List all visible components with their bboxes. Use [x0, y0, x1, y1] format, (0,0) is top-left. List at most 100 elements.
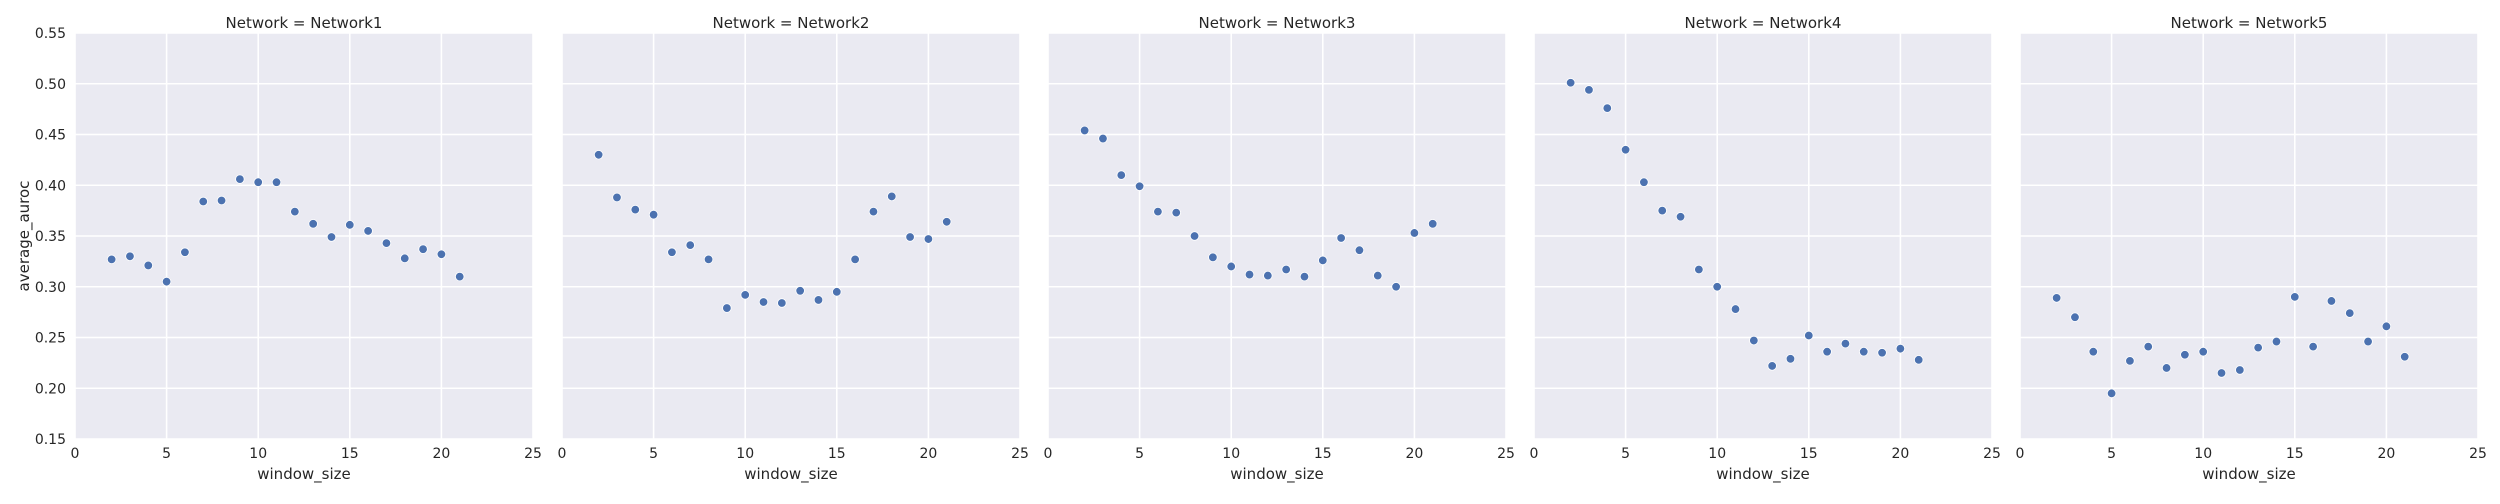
data-point: [271, 177, 282, 187]
data-point: [2216, 368, 2227, 378]
data-point: [1244, 269, 1255, 280]
x-tick-label: 15: [2286, 446, 2304, 462]
data-point: [1153, 206, 1163, 217]
data-point: [1895, 343, 1906, 354]
x-tick-label: 25: [1497, 446, 1515, 462]
data-point: [648, 209, 659, 220]
data-point: [1409, 228, 1420, 238]
data-point: [2326, 296, 2337, 306]
x-tick-label: 0: [1530, 446, 1539, 462]
data-point: [1804, 330, 1814, 341]
data-point: [1859, 347, 1869, 357]
x-tick-label: 15: [828, 446, 846, 462]
y-tick-label: 0.50: [35, 77, 66, 93]
data-point: [1712, 282, 1722, 292]
x-tick-label: 0: [558, 446, 567, 462]
data-point: [2271, 336, 2282, 347]
data-point: [2143, 341, 2153, 352]
data-point: [106, 254, 117, 265]
data-point: [253, 177, 263, 187]
data-point: [1565, 78, 1576, 88]
data-point: [1675, 212, 1686, 222]
x-tick-label: 20: [2377, 446, 2395, 462]
data-point: [850, 254, 860, 265]
data-point: [942, 217, 952, 227]
x-tick-label: 20: [1405, 446, 1423, 462]
panel-title: Network = Network4: [1685, 14, 1842, 32]
panel-title: Network = Network5: [2171, 14, 2328, 32]
data-point: [436, 249, 447, 259]
x-tick-label: 0: [71, 446, 80, 462]
data-point: [758, 297, 769, 307]
data-point: [1620, 145, 1631, 155]
data-point: [2088, 347, 2098, 357]
data-point: [1373, 270, 1383, 281]
data-point: [2180, 350, 2190, 360]
data-point: [1226, 261, 1236, 272]
panel-title: Network = Network2: [713, 14, 870, 32]
data-point: [630, 204, 640, 215]
data-point: [593, 150, 604, 160]
data-point: [1749, 335, 1759, 346]
data-point: [703, 254, 714, 265]
data-point: [740, 290, 750, 300]
data-point: [2198, 347, 2208, 357]
y-tick-label: 0.30: [35, 280, 66, 296]
x-tick-label: 25: [1011, 446, 1029, 462]
data-point: [2070, 312, 2080, 322]
data-point: [1134, 181, 1145, 191]
data-point: [777, 298, 787, 308]
facet-panel-3: Network = Network3 0 5 10 15 20 25 window_size: [1044, 14, 1515, 484]
data-point: [1299, 271, 1310, 282]
facet-panel-1: Network = Network1 0 5 10 15 20 25 window_size: [71, 14, 542, 484]
data-point: [887, 191, 897, 202]
data-point: [2308, 341, 2318, 352]
data-point: [363, 226, 373, 236]
facet-panel-2: Network = Network2 0 5 10 15 20 25 window_size: [558, 14, 1029, 484]
x-tick-label: 10: [1222, 446, 1240, 462]
x-tick-label: 10: [249, 446, 267, 462]
data-point: [1098, 133, 1108, 144]
data-point: [2125, 356, 2135, 366]
data-point: [180, 247, 190, 257]
data-point: [2400, 352, 2410, 362]
data-point: [2235, 365, 2245, 375]
data-point: [2161, 363, 2172, 373]
x-tick-label: 10: [2194, 446, 2212, 462]
panel-title: Network = Network1: [226, 14, 383, 32]
x-tick-label: 5: [649, 446, 658, 462]
data-point: [1391, 282, 1401, 292]
data-point: [1079, 125, 1090, 136]
data-point: [1730, 304, 1741, 314]
data-point: [143, 260, 153, 271]
y-tick-label: 0.35: [35, 229, 66, 245]
data-point: [2051, 293, 2062, 303]
data-point: [418, 244, 428, 254]
x-tick-label: 25: [1983, 446, 2001, 462]
data-point: [400, 253, 410, 264]
data-point: [2345, 308, 2355, 318]
y-tick-label: 0.45: [35, 128, 66, 144]
data-point: [216, 195, 227, 206]
data-point: [832, 287, 842, 297]
x-tick-label: 20: [919, 446, 937, 462]
data-point: [905, 232, 915, 242]
facet-panel-4: Network = Network4 0 5 10 15 20 25 window_size: [1530, 14, 2001, 484]
x-axis-label: window_size: [257, 465, 351, 484]
panel-title: Network = Network3: [1199, 14, 1356, 32]
data-point: [1914, 355, 1924, 365]
x-tick-label: 15: [1800, 446, 1818, 462]
data-point: [1428, 219, 1438, 229]
data-point: [1840, 338, 1851, 349]
data-point: [1767, 361, 1777, 371]
data-point: [612, 192, 622, 203]
data-point: [2363, 336, 2373, 347]
data-point: [198, 196, 208, 207]
data-point: [795, 286, 805, 296]
data-point: [685, 240, 695, 250]
data-point: [1336, 233, 1346, 243]
data-point: [308, 219, 318, 229]
data-point: [923, 234, 934, 244]
x-tick-label: 0: [1044, 446, 1053, 462]
data-point: [1354, 245, 1365, 255]
